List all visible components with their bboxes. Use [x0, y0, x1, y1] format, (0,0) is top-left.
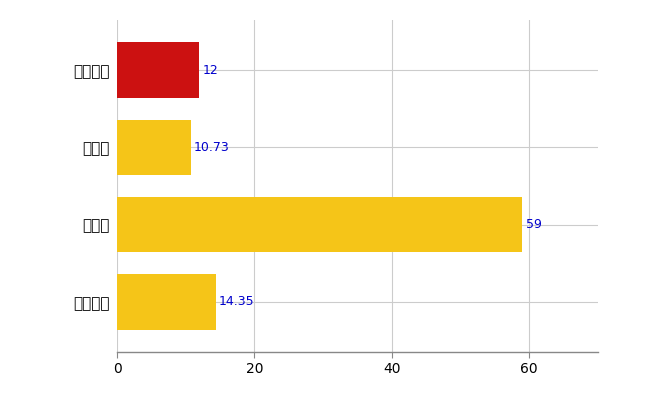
Text: 59: 59	[526, 218, 541, 231]
Bar	[117, 42, 200, 98]
Text: 12: 12	[203, 64, 218, 77]
Text: 14.35: 14.35	[219, 295, 255, 308]
Text: 10.73: 10.73	[194, 141, 230, 154]
Bar	[117, 120, 190, 175]
Bar	[117, 274, 216, 330]
Bar	[117, 197, 523, 252]
